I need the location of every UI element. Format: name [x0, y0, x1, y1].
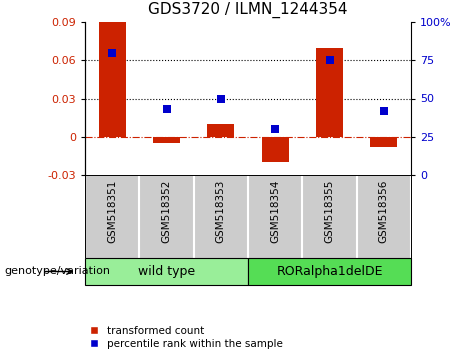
Bar	[99, 22, 126, 137]
Bar	[85, 258, 248, 285]
Text: wild type: wild type	[138, 265, 195, 278]
Text: GSM518354: GSM518354	[270, 179, 280, 242]
Title: GDS3720 / ILMN_1244354: GDS3720 / ILMN_1244354	[148, 2, 348, 18]
Text: GSM518356: GSM518356	[379, 179, 389, 242]
Bar	[261, 137, 289, 162]
Bar	[207, 124, 234, 137]
Text: GSM518352: GSM518352	[161, 179, 171, 242]
Text: RORalpha1delDE: RORalpha1delDE	[276, 265, 383, 278]
Text: GSM518353: GSM518353	[216, 179, 226, 242]
Bar	[316, 47, 343, 137]
Text: GSM518351: GSM518351	[107, 179, 117, 242]
Text: genotype/variation: genotype/variation	[5, 267, 111, 276]
Bar	[153, 137, 180, 143]
Bar	[248, 258, 411, 285]
Bar	[370, 137, 397, 147]
Legend: transformed count, percentile rank within the sample: transformed count, percentile rank withi…	[90, 326, 283, 349]
Text: GSM518355: GSM518355	[325, 179, 335, 242]
